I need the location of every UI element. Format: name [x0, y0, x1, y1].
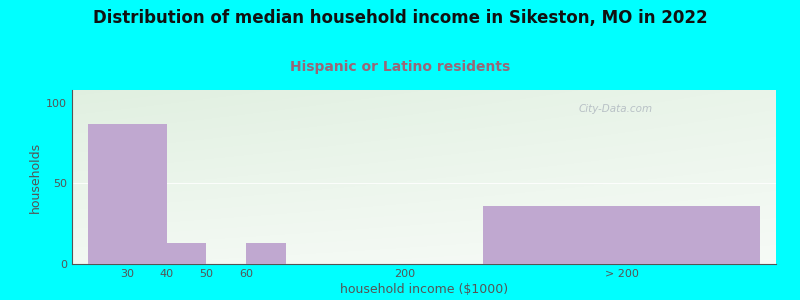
X-axis label: household income ($1000): household income ($1000)	[340, 283, 508, 296]
Bar	[483, 206, 760, 264]
Bar	[167, 243, 206, 264]
Text: City-Data.com: City-Data.com	[579, 104, 653, 114]
Text: Hispanic or Latino residents: Hispanic or Latino residents	[290, 60, 510, 74]
Bar	[246, 243, 286, 264]
Bar	[88, 124, 167, 264]
Y-axis label: households: households	[29, 141, 42, 213]
Text: Distribution of median household income in Sikeston, MO in 2022: Distribution of median household income …	[93, 9, 707, 27]
